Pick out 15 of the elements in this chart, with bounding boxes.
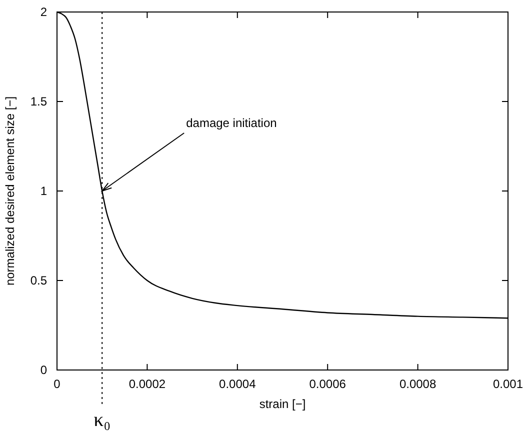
x-tick-label: 0.0002 xyxy=(128,377,166,391)
ref-line-label: κ₀ xyxy=(94,409,111,431)
y-tick-label: 1.5 xyxy=(30,94,48,108)
y-axis-title: normalized desired element size [−] xyxy=(3,96,17,286)
x-tick-label: 0 xyxy=(54,377,61,391)
y-tick-label: 0.5 xyxy=(30,274,48,288)
annotation: damage initiation xyxy=(186,116,277,130)
x-tick-label: 0.0004 xyxy=(219,377,256,391)
y-tick-label: 0 xyxy=(40,363,48,377)
y-tick-label: 1 xyxy=(40,184,48,198)
x-tick-label: 0.0006 xyxy=(309,377,346,391)
y-tick-label: 2 xyxy=(40,5,48,19)
x-tick-label: 0.0008 xyxy=(399,377,436,391)
x-tick-label: 0.001 xyxy=(492,377,524,391)
x-axis-title: strain [−] xyxy=(259,397,306,411)
